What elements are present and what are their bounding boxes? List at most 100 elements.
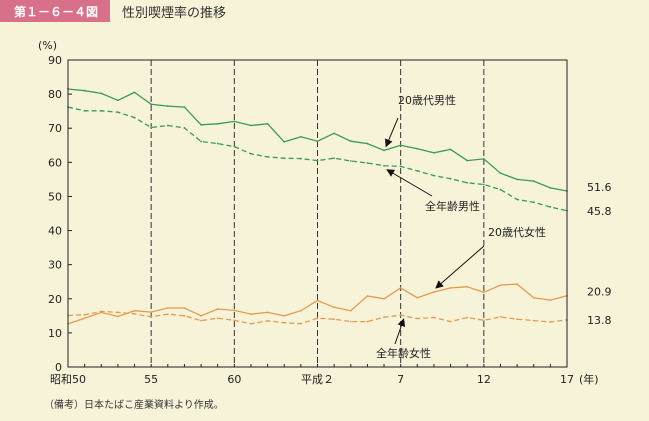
data-point	[233, 145, 236, 148]
data-point	[482, 183, 485, 186]
source-note: （備考）日本たばこ産業資料より作成。	[44, 400, 224, 411]
data-point	[516, 283, 518, 286]
end-value-label: 20.9	[587, 286, 612, 299]
figure-header: 第１－６－４図 性別喫煙率の推移	[0, 0, 649, 22]
data-point	[150, 315, 153, 318]
data-point	[549, 299, 552, 302]
series-line-0	[67, 88, 568, 192]
figure-title: 性別喫煙率の推移	[122, 5, 227, 21]
data-point	[266, 311, 269, 314]
data-point	[532, 296, 535, 299]
data-point	[299, 322, 302, 325]
y-tick-label: 20	[48, 293, 62, 306]
end-value-label: 51.6	[587, 181, 612, 194]
data-point	[433, 151, 435, 154]
x-tick-label: 昭和50	[50, 373, 86, 386]
data-point	[166, 124, 169, 127]
data-point	[233, 309, 236, 312]
data-point	[100, 310, 103, 313]
data-point	[416, 317, 419, 320]
data-point	[133, 309, 136, 312]
data-point	[516, 178, 518, 181]
data-point	[133, 116, 136, 119]
data-point	[233, 319, 236, 322]
data-point	[433, 316, 435, 319]
data-point	[549, 321, 552, 323]
data-point	[183, 106, 186, 108]
data-point	[449, 177, 452, 180]
y-tick-label: 60	[48, 156, 62, 169]
data-point	[482, 291, 485, 294]
label-layer: 0 10 20 30 40 50 60 70 80 90 (%) 昭和50 55 60 平成２ 7 12 17 (年…	[38, 39, 612, 386]
x-axis-unit: (年)	[579, 372, 599, 386]
data-point	[117, 315, 119, 318]
data-point	[349, 140, 352, 143]
data-point	[100, 109, 103, 112]
x-tick-label: 55	[144, 373, 158, 386]
data-point	[366, 142, 369, 145]
data-point	[383, 149, 385, 152]
data-point	[399, 165, 402, 168]
data-point	[200, 123, 202, 126]
x-tick-label: 17	[560, 373, 574, 386]
data-point	[416, 296, 419, 299]
data-point	[250, 322, 252, 325]
data-point	[333, 157, 336, 160]
data-point	[117, 99, 119, 102]
data-point	[83, 89, 86, 92]
data-point	[366, 295, 369, 297]
data-point	[416, 169, 419, 172]
data-point	[482, 319, 485, 322]
end-value-label: 45.8	[587, 205, 612, 218]
data-point	[250, 124, 252, 127]
data-point	[499, 172, 502, 175]
x-tick-label: 12	[477, 373, 491, 386]
data-point	[283, 314, 286, 317]
data-point	[482, 158, 485, 160]
data-point	[100, 92, 103, 95]
y-tick-label: 50	[48, 190, 62, 203]
data-point	[266, 155, 269, 158]
y-axis-unit: (%)	[38, 39, 57, 52]
data-point	[433, 174, 435, 177]
data-point	[449, 148, 452, 151]
data-point	[133, 312, 136, 315]
data-point	[316, 317, 319, 320]
y-tick-label: 40	[48, 225, 62, 238]
data-point	[316, 140, 319, 143]
data-point	[532, 201, 535, 204]
y-tick-label: 0	[55, 361, 62, 374]
data-point	[366, 162, 369, 164]
data-point	[366, 320, 369, 323]
x-tick-label: 60	[227, 373, 241, 386]
data-point	[532, 319, 535, 322]
data-point	[166, 307, 169, 309]
data-point	[499, 315, 502, 318]
series-layer	[67, 88, 568, 325]
y-tick-label: 10	[48, 327, 62, 340]
data-point	[166, 313, 169, 316]
data-point	[333, 132, 336, 135]
annotation-label: 20歳代女性	[488, 225, 546, 239]
data-point	[466, 159, 469, 162]
data-point	[216, 122, 219, 125]
data-point	[299, 135, 302, 138]
data-point	[333, 318, 336, 321]
data-point	[233, 120, 236, 123]
data-point	[349, 160, 352, 162]
data-point	[283, 140, 286, 143]
data-point	[283, 157, 286, 160]
data-point	[383, 164, 385, 167]
annotation-arrow	[394, 318, 406, 345]
data-point	[399, 144, 402, 147]
data-point	[299, 309, 302, 312]
data-point	[200, 319, 202, 322]
y-tick-label: 80	[48, 88, 62, 101]
data-point	[516, 198, 518, 201]
data-point	[83, 313, 86, 316]
data-point	[283, 321, 286, 324]
annotation-label: 全年齢男性	[425, 199, 480, 213]
data-point	[316, 159, 319, 162]
annotation-label: 全年齢女性	[376, 346, 431, 360]
